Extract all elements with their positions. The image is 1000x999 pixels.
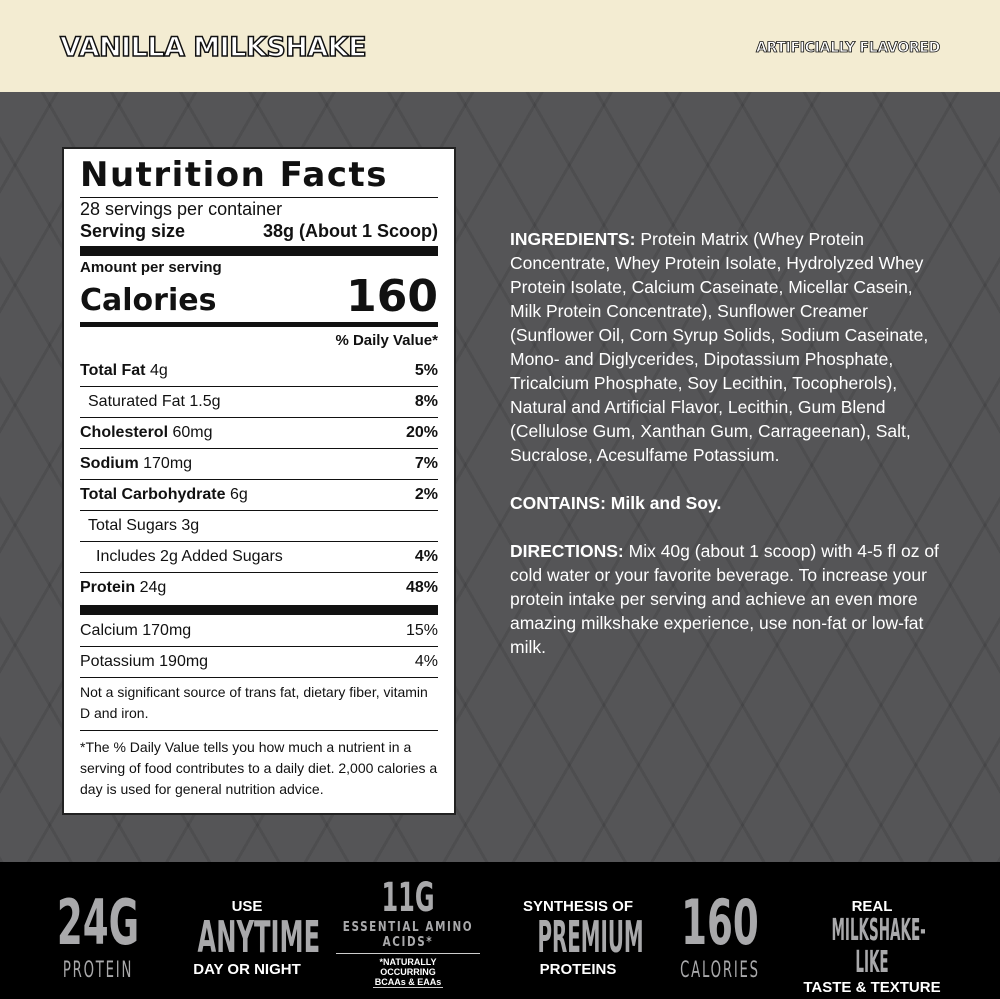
daily-value-footnote: *The % Daily Value tells you how much a … xyxy=(80,739,438,797)
nutrient-row: Protein 24g 48% xyxy=(80,572,438,603)
nutrient-dv: 2% xyxy=(414,486,438,503)
nutrient-amount: 4g xyxy=(149,361,168,379)
feature-sub: CALORIES xyxy=(680,958,760,983)
flavor-name: VANILLA MILKSHAKE xyxy=(59,31,367,64)
feature-sub: PROTEIN xyxy=(62,958,134,983)
nutrient-row: Cholesterol 60mg 20% xyxy=(80,417,438,448)
feature-top: REAL xyxy=(851,898,893,915)
feature-big: 11G xyxy=(381,875,435,921)
feature-strip: 24G PROTEIN USE ANYTIME DAY OR NIGHT 11G ESSEN… xyxy=(0,862,1000,999)
nutrient-name: Total Carbohydrate xyxy=(80,486,226,503)
nutrient-dv: 8% xyxy=(414,393,438,410)
nutrition-title: Nutrition Facts xyxy=(80,155,388,195)
mineral-row: Calcium 170mg 15% xyxy=(80,615,438,646)
mineral-name: Potassium xyxy=(80,653,155,670)
nutrient-name: Total Sugars xyxy=(88,517,177,534)
feature-big: MILKSHAKE-LIKE xyxy=(831,913,926,980)
feature-badge: SYNTHESIS OF PREMIUM PROTEINS xyxy=(488,862,668,978)
mineral-amount: 190mg xyxy=(159,653,209,670)
nutrient-row: Saturated Fat 1.5g 8% xyxy=(80,386,438,417)
nutrient-row: Sodium 170mg 7% xyxy=(80,448,438,479)
feature-top: USE xyxy=(231,898,263,915)
nutrient-name: Protein xyxy=(80,579,136,596)
serving-size: 38g (About 1 Scoop) xyxy=(263,221,438,241)
feature-sub: PROTEINS xyxy=(539,961,617,978)
product-info: INGREDIENTS: Protein Matrix (Whey Protei… xyxy=(510,227,940,683)
feature-badge: 11G ESSENTIAL AMINO ACIDS* *NATURALLY OCCU… xyxy=(318,862,498,988)
nutrient-dv: 48% xyxy=(405,579,438,596)
mineral-row: Potassium 190mg 4% xyxy=(80,646,438,677)
mineral-dv: 4% xyxy=(414,653,438,670)
feature-big: ANYTIME xyxy=(197,912,321,963)
feature-badge: REAL MILKSHAKE-LIKE TASTE & TEXTURE xyxy=(782,862,962,996)
feature-big: 160 xyxy=(681,886,759,959)
nutrition-facts-panel: Nutrition Facts 28 servings per containe… xyxy=(62,147,456,815)
nutrient-name: Sodium xyxy=(80,455,139,472)
nutrient-row: Total Sugars 3g xyxy=(80,510,438,541)
nutrient-dv: 20% xyxy=(405,424,438,441)
flavor-banner: VANILLA MILKSHAKE ARTIFICIALLY FLAVORED xyxy=(0,0,1000,92)
daily-value-header: % Daily Value* xyxy=(335,332,438,349)
nutrient-name: Includes 2g Added Sugars xyxy=(96,548,283,565)
nutrition-note: Not a significant source of trans fat, d… xyxy=(80,684,428,721)
nutrient-name: Cholesterol xyxy=(80,424,169,441)
feature-sub: *NATURALLY OCCURRING BCAAs & EAAs xyxy=(373,957,443,988)
nutrient-name: Total Fat xyxy=(80,361,146,379)
feature-top: SYNTHESIS OF xyxy=(522,898,634,915)
ingredients: INGREDIENTS: Protein Matrix (Whey Protei… xyxy=(510,229,929,465)
calories-label: Calories xyxy=(80,283,217,318)
calories-value: 160 xyxy=(346,271,438,322)
nutrient-row: Total Carbohydrate 6g 2% xyxy=(80,479,438,510)
mineral-name: Calcium xyxy=(80,621,138,639)
nutrient-amount: 6g xyxy=(229,486,248,503)
nutrient-dv: 4% xyxy=(414,548,438,565)
nutrient-amount: 24g xyxy=(139,579,167,596)
nutrient-dv: 5% xyxy=(414,361,438,379)
contains: CONTAINS: Milk and Soy. xyxy=(510,493,722,513)
feature-mid: ESSENTIAL AMINO ACIDS* xyxy=(336,920,480,954)
serving-size-label: Serving size xyxy=(80,221,186,241)
servings: 28 servings per container xyxy=(80,199,283,219)
feature-badge: 24G PROTEIN xyxy=(8,862,188,984)
amount-per-serving: Amount per serving xyxy=(80,259,222,276)
nutrient-row: Total Fat 4g 5% xyxy=(80,355,438,386)
mineral-dv: 15% xyxy=(405,621,438,639)
nutrient-amount: 1.5g xyxy=(189,393,221,410)
feature-badge: USE ANYTIME DAY OR NIGHT xyxy=(157,862,337,978)
nutrient-dv: 7% xyxy=(414,455,438,472)
nutrient-amount: 60mg xyxy=(172,424,213,441)
nutrient-amount: 170mg xyxy=(143,455,193,472)
feature-big: 24G xyxy=(56,886,140,959)
nutrient-amount: 3g xyxy=(181,517,200,534)
feature-big: PREMIUM xyxy=(537,912,644,963)
mineral-amount: 170mg xyxy=(142,621,192,639)
flavor-note: ARTIFICIALLY FLAVORED xyxy=(755,40,941,57)
feature-badge: 160 CALORIES xyxy=(630,862,810,984)
nutrient-name: Saturated Fat xyxy=(88,393,185,410)
feature-sub: TASTE & TEXTURE xyxy=(803,979,941,996)
directions: DIRECTIONS: Mix 40g (about 1 scoop) with… xyxy=(510,541,939,657)
nutrient-row: Includes 2g Added Sugars 4% xyxy=(80,541,438,572)
feature-sub: DAY OR NIGHT xyxy=(193,961,301,978)
